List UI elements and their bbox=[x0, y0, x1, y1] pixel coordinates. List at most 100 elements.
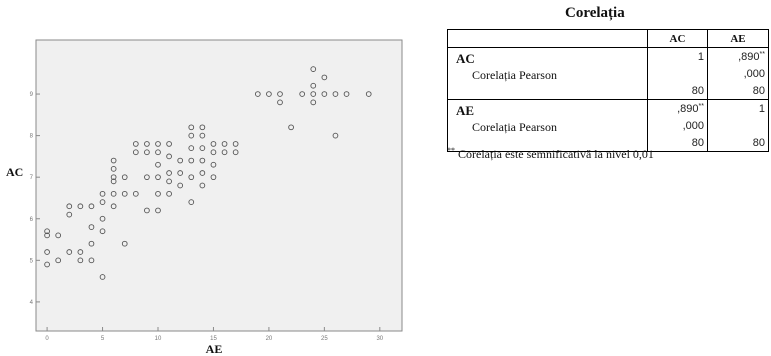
scatter-point bbox=[188, 199, 195, 205]
row-variable-name: AE bbox=[456, 103, 475, 118]
scatter-point bbox=[232, 149, 239, 156]
scatter-point bbox=[110, 157, 117, 164]
table-header-row: AC AE bbox=[447, 29, 769, 48]
scatter-point bbox=[155, 190, 161, 197]
scatter-point bbox=[66, 211, 73, 218]
scatter-point bbox=[99, 274, 106, 280]
plot-area bbox=[35, 39, 403, 332]
scatter-point bbox=[310, 66, 317, 72]
scatter-point bbox=[144, 149, 150, 156]
cell-ae-ac-sig: ,000 bbox=[647, 117, 708, 134]
x-tick-label: 0 bbox=[45, 336, 49, 342]
scatter-point bbox=[210, 174, 217, 181]
x-tick-label: 5 bbox=[101, 336, 105, 342]
x-tick-label: 30 bbox=[376, 336, 383, 342]
scatter-point bbox=[310, 99, 317, 106]
scatter-point bbox=[365, 91, 372, 97]
significance-mark: ** bbox=[759, 50, 765, 58]
scatter-point bbox=[44, 261, 50, 268]
footnote-mark: ** bbox=[447, 146, 455, 155]
cell-ac-ac-n: 80 bbox=[647, 82, 708, 100]
scatter-point bbox=[210, 141, 217, 147]
scatter-point bbox=[155, 161, 161, 168]
scatter-point bbox=[99, 190, 106, 197]
scatter-point bbox=[310, 82, 317, 89]
scatter-point bbox=[155, 174, 161, 181]
scatter-point bbox=[299, 91, 306, 97]
scatter-point bbox=[332, 132, 339, 139]
table-row: AC Corelația Pearson 1 ,890** bbox=[447, 47, 769, 100]
scatter-point bbox=[110, 190, 117, 197]
scatter-point bbox=[188, 145, 195, 151]
y-tick-label: 5 bbox=[30, 258, 34, 264]
scatter-point bbox=[44, 228, 50, 235]
y-tick-label: 9 bbox=[30, 92, 34, 98]
scatter-point bbox=[188, 132, 195, 139]
scatter-point bbox=[66, 249, 73, 255]
scatter-point bbox=[210, 161, 217, 168]
scatter-point bbox=[99, 215, 106, 222]
scatter-point bbox=[166, 178, 172, 185]
x-tick-label: 15 bbox=[210, 336, 217, 342]
header-corner bbox=[447, 29, 648, 48]
scatter-point bbox=[188, 174, 195, 181]
scatter-point bbox=[166, 141, 172, 147]
scatter-point bbox=[88, 257, 95, 264]
scatter-point bbox=[55, 232, 62, 239]
scatter-point bbox=[144, 141, 150, 147]
significance-mark: ** bbox=[698, 102, 704, 110]
scatter-point bbox=[77, 257, 84, 264]
scatter-point bbox=[110, 178, 117, 185]
x-axis-title: AE bbox=[206, 342, 223, 356]
scatter-point bbox=[310, 91, 317, 97]
scatter-point bbox=[188, 124, 195, 131]
scatter-point bbox=[177, 157, 184, 164]
scatter-point bbox=[155, 141, 161, 147]
scatter-point bbox=[321, 91, 328, 97]
scatter-point bbox=[199, 182, 206, 189]
scatter-point bbox=[254, 91, 261, 97]
scatter-point bbox=[221, 149, 228, 156]
scatter-point bbox=[110, 203, 117, 210]
scatter-point bbox=[121, 240, 128, 247]
scatter-point bbox=[88, 224, 95, 230]
scatter-point bbox=[55, 257, 62, 264]
col-header-ac: AC bbox=[647, 29, 708, 48]
scatter-point bbox=[221, 141, 228, 147]
y-tick-label: 6 bbox=[30, 217, 34, 223]
scatter-point bbox=[277, 91, 283, 97]
scatter-point bbox=[166, 170, 172, 176]
scatter-point bbox=[88, 240, 95, 247]
cell-ac-ac-sig bbox=[647, 65, 708, 82]
scatter-point bbox=[44, 232, 50, 239]
scatter-point bbox=[66, 203, 73, 210]
scatter-point bbox=[343, 91, 350, 97]
scatter-point bbox=[177, 182, 184, 189]
scatter-point bbox=[332, 91, 339, 97]
scatter-point bbox=[144, 207, 150, 214]
row-statistic-name: Corelația Pearson bbox=[472, 120, 557, 134]
scatter-point bbox=[321, 74, 328, 81]
y-tick-label: 7 bbox=[30, 175, 34, 181]
scatter-point bbox=[199, 170, 206, 176]
scatter-point bbox=[88, 203, 95, 210]
scatter-point bbox=[155, 149, 161, 156]
scatter-point bbox=[199, 132, 206, 139]
scatter-point bbox=[121, 174, 128, 181]
scatter-point bbox=[144, 174, 150, 181]
cell-ae-ac-r: ,890** bbox=[647, 99, 708, 117]
scatter-point bbox=[188, 157, 195, 164]
table-row: 80 80 bbox=[448, 82, 769, 100]
scatter-point bbox=[77, 203, 84, 210]
scatter-point bbox=[132, 149, 139, 156]
y-tick-label: 4 bbox=[30, 300, 34, 306]
cell-ac-ae-sig: ,000 bbox=[707, 65, 769, 82]
scatter-point bbox=[44, 249, 50, 255]
x-tick-label: 20 bbox=[266, 336, 273, 342]
cell-ae-ae-n: 80 bbox=[707, 134, 769, 152]
x-tick-label: 25 bbox=[321, 336, 328, 342]
cell-ae-ae-sig bbox=[707, 117, 769, 134]
scatter-point bbox=[132, 190, 139, 197]
cell-ac-ae-n: 80 bbox=[707, 82, 769, 100]
table-row: AE Corelația Pearson ,890** 1 bbox=[447, 99, 769, 152]
